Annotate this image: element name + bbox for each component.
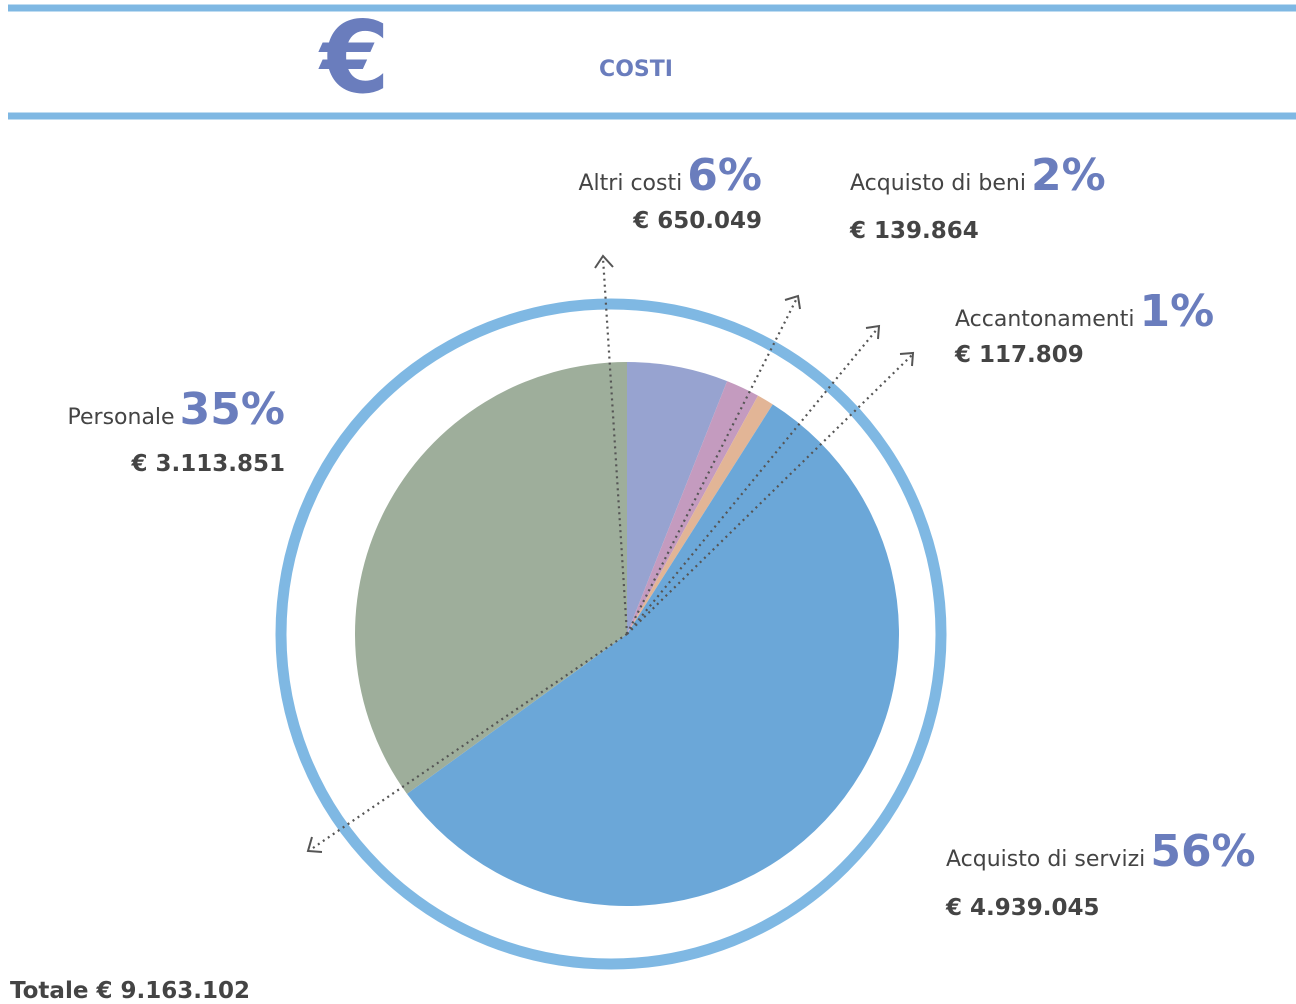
category-name: Accantonamenti — [955, 307, 1134, 332]
leader-line — [601, 257, 629, 635]
slice-label: Accantonamenti 1% — [955, 286, 1214, 337]
slice-label: Acquisto di beni 2% — [850, 150, 1106, 201]
category-name: Acquisto di beni — [850, 171, 1026, 196]
category-name: Acquisto di servizi — [946, 847, 1145, 872]
pie-slice — [406, 404, 900, 906]
amount-label: € 139.864 — [849, 218, 979, 244]
chart-title: COSTI — [599, 57, 673, 82]
pie-slice — [355, 362, 627, 794]
leader-lines — [306, 254, 915, 853]
arrow-head — [784, 294, 801, 310]
amount-label: € 3.113.851 — [130, 451, 285, 477]
arrow-head — [865, 324, 881, 340]
leader-line — [626, 297, 798, 635]
pie-slice — [627, 381, 759, 634]
percent-label: 6% — [687, 150, 762, 201]
category-name: Altri costi — [579, 171, 683, 196]
amount-label: € 117.809 — [954, 342, 1084, 368]
outer-ring — [275, 298, 947, 970]
total-label: Totale — [10, 978, 88, 1004]
percent-label: 35% — [180, 384, 285, 435]
percent-label: 2% — [1031, 150, 1106, 201]
pie-slice — [627, 362, 728, 634]
category-name: Personale — [68, 405, 175, 430]
slice-label: Altri costi 6% — [579, 150, 763, 201]
leader-line — [309, 633, 628, 851]
pie — [355, 362, 900, 906]
slice-label: Personale 35% — [68, 384, 285, 435]
pie-slice — [627, 395, 773, 634]
amount-label: € 650.049 — [632, 208, 762, 234]
total-value: € 9.163.102 — [95, 978, 250, 1004]
amount-label: € 4.939.045 — [945, 895, 1100, 921]
percent-label: 56% — [1150, 826, 1255, 877]
total: Totale € 9.163.102 — [10, 978, 250, 1004]
arrow-head — [594, 254, 614, 269]
arrow-head — [899, 351, 915, 367]
leader-line — [626, 354, 913, 635]
euro-icon: € — [318, 0, 390, 116]
slice-label: Acquisto di servizi 56% — [946, 826, 1256, 877]
percent-label: 1% — [1140, 286, 1215, 337]
arrow-head — [306, 836, 323, 853]
